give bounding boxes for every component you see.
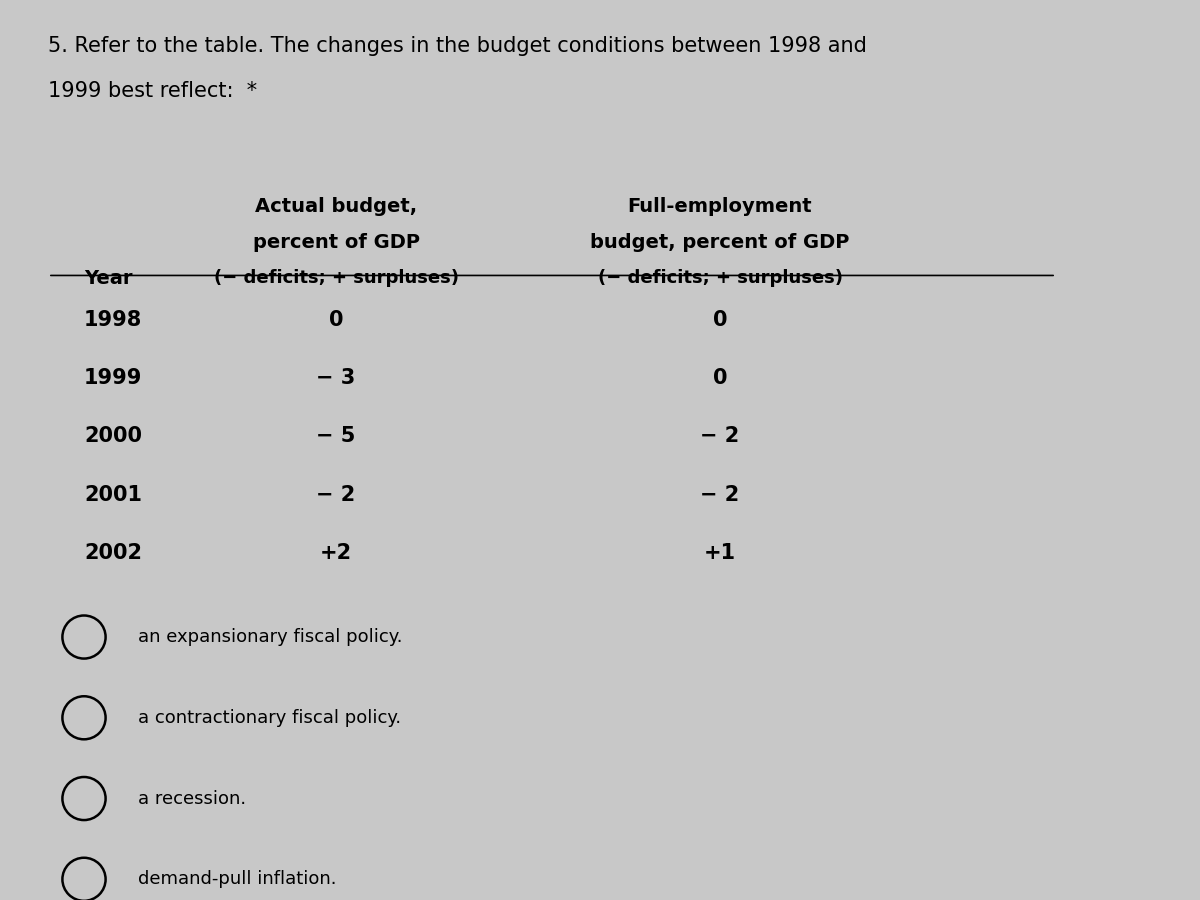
Text: − 5: − 5 (317, 427, 355, 446)
Text: 1999 best reflect:  *: 1999 best reflect: * (48, 81, 257, 101)
Text: an expansionary fiscal policy.: an expansionary fiscal policy. (138, 628, 402, 646)
Text: 2002: 2002 (84, 543, 142, 562)
Text: − 2: − 2 (317, 484, 355, 505)
Text: 5. Refer to the table. The changes in the budget conditions between 1998 and: 5. Refer to the table. The changes in th… (48, 36, 866, 56)
Text: a contractionary fiscal policy.: a contractionary fiscal policy. (138, 709, 401, 727)
Text: budget, percent of GDP: budget, percent of GDP (590, 233, 850, 252)
Text: − 2: − 2 (701, 484, 739, 505)
Text: − 2: − 2 (701, 427, 739, 446)
Text: demand-pull inflation.: demand-pull inflation. (138, 870, 336, 888)
Text: +1: +1 (704, 543, 736, 562)
Text: (− deficits; + surpluses): (− deficits; + surpluses) (598, 269, 842, 287)
Text: − 3: − 3 (317, 368, 355, 388)
Text: percent of GDP: percent of GDP (252, 233, 420, 252)
Text: 0: 0 (713, 368, 727, 388)
Text: (− deficits; + surpluses): (− deficits; + surpluses) (214, 269, 458, 287)
Text: Actual budget,: Actual budget, (254, 197, 418, 216)
Text: 0: 0 (329, 310, 343, 329)
Text: Full-employment: Full-employment (628, 197, 812, 216)
Text: 0: 0 (713, 310, 727, 329)
Text: 2000: 2000 (84, 427, 142, 446)
Text: 1998: 1998 (84, 310, 143, 329)
Text: Year: Year (84, 269, 132, 288)
Text: 2001: 2001 (84, 484, 142, 505)
Text: a recession.: a recession. (138, 789, 246, 807)
Text: 1999: 1999 (84, 368, 143, 388)
Text: +2: +2 (320, 543, 352, 562)
